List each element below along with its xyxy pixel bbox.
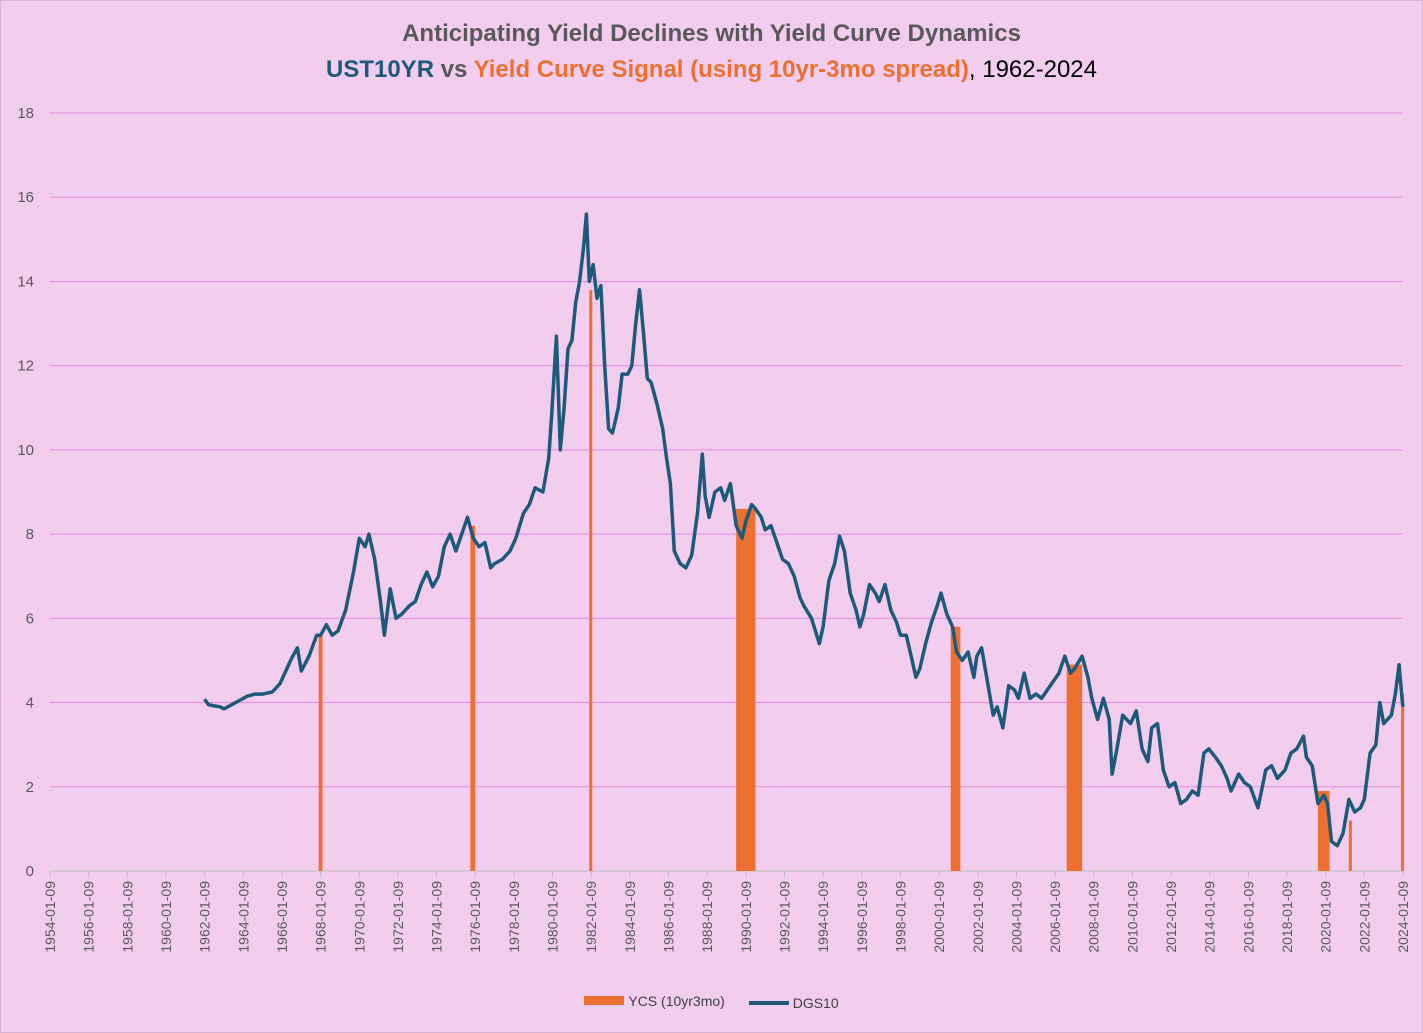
x-tick-label: 1994-01-09: [815, 881, 831, 953]
x-tick-label: 1998-01-09: [892, 881, 908, 953]
y-tick-label: 6: [26, 610, 34, 627]
x-tick-label: 2012-01-09: [1163, 881, 1179, 953]
x-tick-label: 1966-01-09: [274, 881, 290, 953]
y-tick-label: 12: [17, 358, 34, 375]
x-tick-label: 1978-01-09: [506, 881, 522, 953]
ycs-bar: [950, 626, 961, 871]
x-tick-label: 1974-01-09: [429, 881, 445, 953]
y-tick-label: 18: [17, 105, 34, 122]
legend-item-dgs10: DGS10: [748, 995, 839, 1011]
x-tick-label: 1960-01-09: [158, 881, 174, 953]
x-tick-label: 2018-01-09: [1279, 881, 1295, 953]
dgs10-line: [203, 212, 1405, 848]
legend-item-ycs: YCS (10yr3mo): [584, 992, 725, 1009]
x-tick-label: 1984-01-09: [622, 881, 638, 953]
y-tick-label: 10: [17, 442, 34, 459]
y-tick-label: 8: [26, 526, 34, 543]
x-tick-label: 1958-01-09: [119, 881, 135, 953]
x-tick-label: 2010-01-09: [1124, 881, 1140, 953]
x-tick-label: 1954-01-09: [42, 881, 58, 953]
x-tick-label: 1976-01-09: [467, 881, 483, 953]
x-tick-label: 2014-01-09: [1202, 881, 1218, 953]
x-tick-label: 1980-01-09: [545, 881, 561, 953]
subtitle-years: , 1962-2024: [968, 56, 1097, 83]
x-tick-label: 1968-01-09: [313, 881, 329, 953]
x-tick-label: 2020-01-09: [1318, 881, 1334, 953]
x-tick-label: 1970-01-09: [351, 881, 367, 953]
x-tick-label: 1992-01-09: [776, 881, 792, 953]
x-tick-label: 2002-01-09: [970, 881, 986, 953]
legend-label-ycs: YCS (10yr3mo): [628, 992, 725, 1009]
x-tick-label: 1990-01-09: [738, 881, 754, 953]
x-tick-label: 2008-01-09: [1086, 881, 1102, 953]
x-tick-label: 1956-01-09: [81, 881, 97, 953]
x-tick-label: 1986-01-09: [661, 881, 677, 953]
subtitle-series-b: Yield Curve Signal (using 10yr-3mo sprea…: [473, 56, 969, 83]
chart-title: Anticipating Yield Declines with Yield C…: [402, 20, 1021, 47]
x-tick-label: 2024-01-09: [1395, 881, 1411, 953]
ycs-bar: [1317, 790, 1330, 871]
ycs-bar: [1401, 694, 1405, 871]
y-tick-label: 16: [17, 189, 34, 206]
ycs-bar: [470, 525, 476, 871]
ycs-bar: [1066, 664, 1083, 871]
x-tick-label: 1972-01-09: [390, 881, 406, 953]
ycs-bar: [589, 289, 593, 871]
x-tick-label: 2006-01-09: [1047, 881, 1063, 953]
subtitle-series-a: UST10YR: [325, 56, 435, 83]
x-tick-label: 2022-01-09: [1356, 881, 1372, 953]
subtitle-vs: vs: [434, 56, 474, 83]
x-tick-label: 1988-01-09: [699, 881, 715, 953]
ycs-bar: [1348, 820, 1352, 871]
ycs-bar: [318, 635, 323, 871]
ycs-bar: [736, 508, 756, 871]
y-tick-label: 14: [17, 273, 34, 290]
x-tick-label: 2004-01-09: [1008, 881, 1024, 953]
legend-label-dgs10: DGS10: [792, 995, 839, 1011]
chart-subtitle: UST10YR vs Yield Curve Signal (using 10y…: [0, 56, 1423, 84]
y-tick-label: 2: [26, 779, 34, 796]
x-tick-label: 1982-01-09: [583, 881, 599, 953]
legend-swatch-bar: [584, 996, 625, 1005]
x-tick-label: 2000-01-09: [931, 881, 947, 953]
x-tick-label: 1962-01-09: [197, 881, 213, 953]
y-tick-label: 4: [26, 695, 34, 712]
legend: YCS (10yr3mo) DGS10: [0, 992, 1423, 1011]
x-tick-label: 1996-01-09: [854, 881, 870, 953]
x-tick-label: 1964-01-09: [235, 881, 251, 953]
y-tick-label: 0: [26, 863, 34, 880]
x-tick-label: 2016-01-09: [1240, 881, 1256, 953]
legend-swatch-line: [748, 1001, 789, 1005]
